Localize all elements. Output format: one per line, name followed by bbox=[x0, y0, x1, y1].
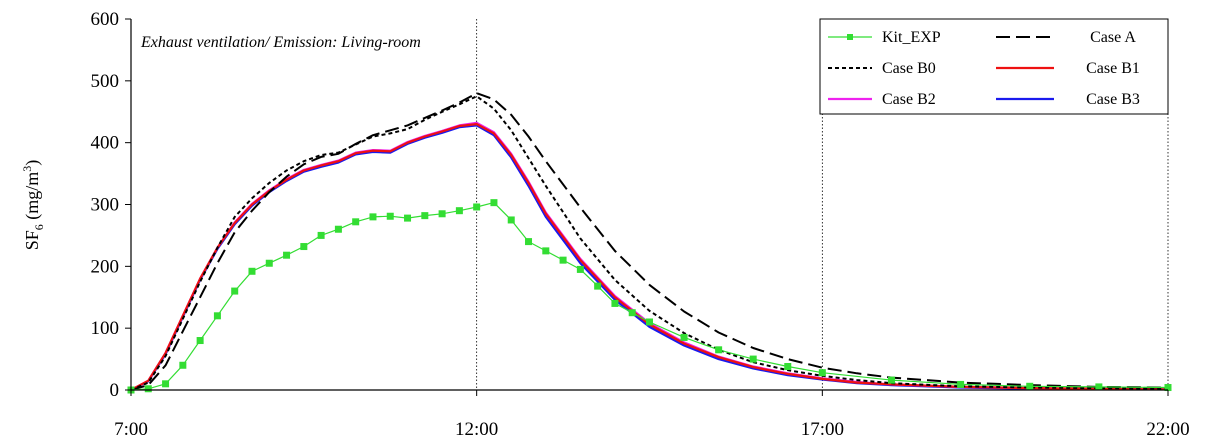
series-line bbox=[130, 95, 1169, 391]
legend-label: Case A bbox=[1090, 29, 1136, 46]
x-tick-label: 7:00 bbox=[114, 419, 148, 440]
y-tick-label: 400 bbox=[91, 133, 120, 154]
data-point bbox=[404, 214, 412, 222]
data-point bbox=[144, 385, 152, 393]
data-point bbox=[248, 267, 256, 275]
data-point bbox=[179, 361, 187, 369]
data-point bbox=[559, 256, 567, 264]
data-point bbox=[1164, 384, 1172, 392]
data-point bbox=[438, 210, 446, 218]
data-point bbox=[231, 287, 239, 295]
data-point bbox=[283, 251, 291, 259]
data-point bbox=[369, 213, 377, 221]
data-point bbox=[162, 380, 170, 388]
data-point bbox=[542, 247, 550, 255]
y-tick-label: 300 bbox=[91, 195, 120, 216]
tick-layer: 0 100 200 300 400 500 600 7:00 12:00 17:00 22:00 bbox=[91, 9, 1190, 440]
legend-marker bbox=[847, 34, 853, 40]
data-point bbox=[525, 238, 533, 246]
y-tick-label: 100 bbox=[91, 318, 120, 339]
y-tick-label: 500 bbox=[91, 71, 120, 92]
series-line bbox=[130, 123, 1169, 391]
data-point bbox=[715, 346, 723, 354]
legend-box bbox=[819, 18, 1169, 115]
series-kit-exp bbox=[127, 199, 1172, 394]
legend-entry: Case B1 bbox=[996, 60, 1140, 77]
data-point bbox=[576, 265, 584, 273]
y-axis-title-main: SF bbox=[22, 230, 42, 250]
data-point bbox=[352, 218, 360, 226]
legend-entry: Kit_EXP bbox=[828, 29, 941, 46]
data-point bbox=[1095, 383, 1103, 391]
series-line bbox=[130, 92, 1169, 391]
data-point bbox=[317, 231, 325, 239]
data-point bbox=[680, 333, 688, 341]
x-tick-label: 17:00 bbox=[801, 419, 844, 440]
legend-entry: Case B2 bbox=[828, 91, 936, 108]
y-axis-title-unit-exponent: 3 bbox=[20, 166, 34, 172]
legend: Kit_EXP Case A Case B0 Case B1 Case B2 Case B… bbox=[819, 18, 1169, 115]
series-case-b1 bbox=[130, 123, 1169, 391]
legend-entry: Case B3 bbox=[996, 91, 1140, 108]
data-point bbox=[300, 243, 308, 251]
legend-label: Case B1 bbox=[1086, 60, 1140, 77]
series-layer bbox=[127, 92, 1172, 394]
legend-label: Kit_EXP bbox=[882, 29, 941, 46]
data-point bbox=[749, 355, 757, 363]
data-point bbox=[646, 318, 653, 326]
y-tick-label: 0 bbox=[110, 380, 120, 401]
data-point bbox=[611, 299, 619, 307]
data-point bbox=[628, 309, 636, 317]
legend-entry: Case B0 bbox=[828, 60, 936, 77]
data-point bbox=[490, 199, 498, 207]
series-case-a bbox=[130, 92, 1169, 391]
data-point bbox=[594, 282, 602, 290]
data-point bbox=[818, 369, 826, 377]
series-line bbox=[130, 202, 1169, 391]
legend-entry: Case A bbox=[996, 29, 1136, 46]
x-tick-label: 12:00 bbox=[455, 419, 498, 440]
y-axis-title-unit: (mg/m bbox=[22, 172, 43, 225]
data-point bbox=[784, 363, 792, 371]
y-tick-label: 600 bbox=[91, 9, 120, 30]
data-point bbox=[957, 380, 965, 388]
legend-label: Case B3 bbox=[1086, 91, 1140, 108]
data-point bbox=[507, 216, 515, 224]
y-axis-title-unit-close: ) bbox=[22, 160, 43, 166]
data-point bbox=[1026, 382, 1034, 390]
data-point bbox=[473, 203, 481, 211]
data-point bbox=[421, 212, 429, 220]
chart-annotation: Exhaust ventilation/ Emission: Living-ro… bbox=[140, 34, 421, 51]
series-case-b0 bbox=[130, 95, 1169, 391]
data-point bbox=[386, 212, 394, 220]
y-axis-title: SF6 (mg/m3) bbox=[20, 160, 46, 251]
data-point bbox=[196, 337, 204, 345]
data-point bbox=[887, 376, 895, 384]
legend-label: Case B2 bbox=[882, 91, 936, 108]
data-point bbox=[265, 259, 273, 267]
data-point bbox=[334, 225, 342, 233]
legend-label: Case B0 bbox=[882, 60, 936, 77]
x-tick-label: 22:00 bbox=[1146, 419, 1189, 440]
y-tick-label: 200 bbox=[91, 256, 120, 277]
data-point bbox=[455, 207, 463, 215]
data-point bbox=[213, 312, 221, 320]
y-axis-title-subscript: 6 bbox=[32, 224, 46, 230]
